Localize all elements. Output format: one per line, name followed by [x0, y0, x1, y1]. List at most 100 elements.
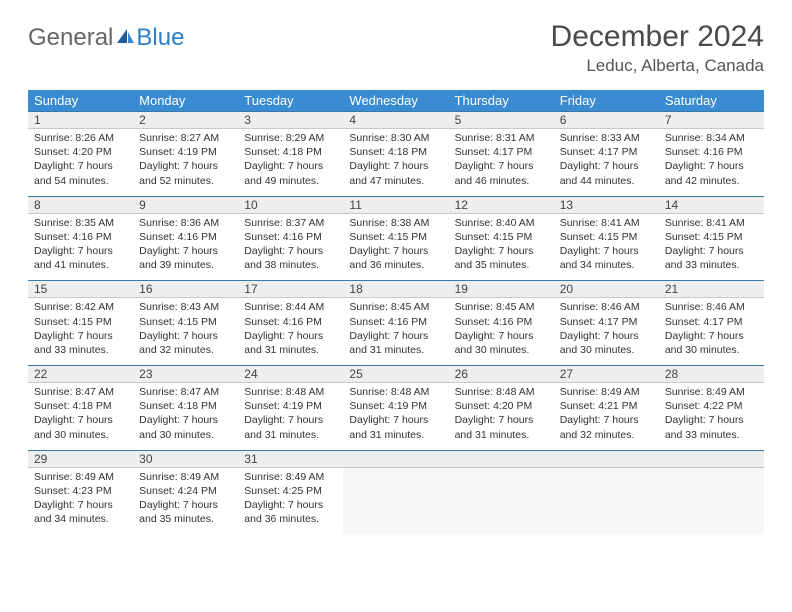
day-number: 10 [238, 196, 343, 213]
day2-text: and 33 minutes. [665, 428, 758, 442]
sunset-text: Sunset: 4:23 PM [34, 484, 127, 498]
daynum-row: 293031 [28, 450, 764, 467]
day-number: 26 [449, 366, 554, 383]
day-cell: Sunrise: 8:47 AMSunset: 4:18 PMDaylight:… [28, 383, 133, 451]
day2-text: and 30 minutes. [455, 343, 548, 357]
day2-text: and 31 minutes. [455, 428, 548, 442]
day-number: 14 [659, 196, 764, 213]
day1-text: Daylight: 7 hours [244, 413, 337, 427]
sunrise-text: Sunrise: 8:41 AM [665, 216, 758, 230]
day-header: Sunday [28, 90, 133, 112]
day1-text: Daylight: 7 hours [139, 413, 232, 427]
sunset-text: Sunset: 4:17 PM [560, 145, 653, 159]
day-number: 5 [449, 112, 554, 129]
brand-logo: General Blue [28, 20, 184, 52]
sunset-text: Sunset: 4:16 PM [349, 315, 442, 329]
day-number: 1 [28, 112, 133, 129]
day1-text: Daylight: 7 hours [34, 413, 127, 427]
day1-text: Daylight: 7 hours [139, 329, 232, 343]
day-number: 19 [449, 281, 554, 298]
day1-text: Daylight: 7 hours [455, 244, 548, 258]
day-number: 29 [28, 450, 133, 467]
sunset-text: Sunset: 4:18 PM [349, 145, 442, 159]
day-cell: Sunrise: 8:45 AMSunset: 4:16 PMDaylight:… [449, 298, 554, 366]
day-number: 28 [659, 366, 764, 383]
sunset-text: Sunset: 4:15 PM [560, 230, 653, 244]
sunset-text: Sunset: 4:16 PM [139, 230, 232, 244]
day-cell: Sunrise: 8:41 AMSunset: 4:15 PMDaylight:… [659, 213, 764, 281]
week-row: Sunrise: 8:42 AMSunset: 4:15 PMDaylight:… [28, 298, 764, 366]
sunset-text: Sunset: 4:17 PM [560, 315, 653, 329]
sunrise-text: Sunrise: 8:47 AM [34, 385, 127, 399]
sunset-text: Sunset: 4:24 PM [139, 484, 232, 498]
day2-text: and 52 minutes. [139, 174, 232, 188]
sunrise-text: Sunrise: 8:48 AM [349, 385, 442, 399]
sunrise-text: Sunrise: 8:49 AM [560, 385, 653, 399]
day2-text: and 30 minutes. [139, 428, 232, 442]
day1-text: Daylight: 7 hours [139, 244, 232, 258]
day2-text: and 32 minutes. [560, 428, 653, 442]
sunset-text: Sunset: 4:15 PM [665, 230, 758, 244]
sunrise-text: Sunrise: 8:35 AM [34, 216, 127, 230]
day2-text: and 46 minutes. [455, 174, 548, 188]
sunrise-text: Sunrise: 8:44 AM [244, 300, 337, 314]
day1-text: Daylight: 7 hours [244, 329, 337, 343]
day-header: Wednesday [343, 90, 448, 112]
sunrise-text: Sunrise: 8:49 AM [34, 470, 127, 484]
sunset-text: Sunset: 4:18 PM [34, 399, 127, 413]
day-cell: Sunrise: 8:48 AMSunset: 4:19 PMDaylight:… [238, 383, 343, 451]
day1-text: Daylight: 7 hours [34, 159, 127, 173]
day1-text: Daylight: 7 hours [139, 498, 232, 512]
day-cell: Sunrise: 8:35 AMSunset: 4:16 PMDaylight:… [28, 213, 133, 281]
sunrise-text: Sunrise: 8:48 AM [455, 385, 548, 399]
day-cell: Sunrise: 8:33 AMSunset: 4:17 PMDaylight:… [554, 129, 659, 197]
sunset-text: Sunset: 4:16 PM [665, 145, 758, 159]
day-number: 25 [343, 366, 448, 383]
day2-text: and 47 minutes. [349, 174, 442, 188]
sunrise-text: Sunrise: 8:41 AM [560, 216, 653, 230]
sunrise-text: Sunrise: 8:30 AM [349, 131, 442, 145]
sunrise-text: Sunrise: 8:46 AM [665, 300, 758, 314]
sunset-text: Sunset: 4:22 PM [665, 399, 758, 413]
day-number: 23 [133, 366, 238, 383]
day-header: Saturday [659, 90, 764, 112]
day-cell: Sunrise: 8:38 AMSunset: 4:15 PMDaylight:… [343, 213, 448, 281]
day1-text: Daylight: 7 hours [244, 498, 337, 512]
sunrise-text: Sunrise: 8:45 AM [455, 300, 548, 314]
sunrise-text: Sunrise: 8:40 AM [455, 216, 548, 230]
sunset-text: Sunset: 4:16 PM [455, 315, 548, 329]
day-cell: Sunrise: 8:30 AMSunset: 4:18 PMDaylight:… [343, 129, 448, 197]
day-number: 7 [659, 112, 764, 129]
day-number [449, 450, 554, 467]
sunset-text: Sunset: 4:15 PM [455, 230, 548, 244]
sunset-text: Sunset: 4:15 PM [349, 230, 442, 244]
day2-text: and 41 minutes. [34, 258, 127, 272]
day1-text: Daylight: 7 hours [139, 159, 232, 173]
day-header-row: Sunday Monday Tuesday Wednesday Thursday… [28, 90, 764, 112]
day-cell: Sunrise: 8:34 AMSunset: 4:16 PMDaylight:… [659, 129, 764, 197]
day-number: 9 [133, 196, 238, 213]
day-cell: Sunrise: 8:46 AMSunset: 4:17 PMDaylight:… [659, 298, 764, 366]
day-cell: Sunrise: 8:41 AMSunset: 4:15 PMDaylight:… [554, 213, 659, 281]
day2-text: and 44 minutes. [560, 174, 653, 188]
day-cell: Sunrise: 8:37 AMSunset: 4:16 PMDaylight:… [238, 213, 343, 281]
brand-word2: Blue [136, 24, 184, 52]
day1-text: Daylight: 7 hours [244, 244, 337, 258]
month-title: December 2024 [551, 20, 764, 54]
day-number: 3 [238, 112, 343, 129]
day-cell [449, 467, 554, 534]
sunset-text: Sunset: 4:16 PM [34, 230, 127, 244]
sunset-text: Sunset: 4:15 PM [34, 315, 127, 329]
sunrise-text: Sunrise: 8:27 AM [139, 131, 232, 145]
day1-text: Daylight: 7 hours [665, 244, 758, 258]
day1-text: Daylight: 7 hours [455, 413, 548, 427]
day-number [554, 450, 659, 467]
day-cell: Sunrise: 8:48 AMSunset: 4:19 PMDaylight:… [343, 383, 448, 451]
brand-word1: General [28, 24, 113, 52]
sunrise-text: Sunrise: 8:47 AM [139, 385, 232, 399]
day2-text: and 39 minutes. [139, 258, 232, 272]
header: General Blue December 2024 Leduc, Albert… [28, 20, 764, 76]
day-header: Tuesday [238, 90, 343, 112]
day1-text: Daylight: 7 hours [560, 413, 653, 427]
day-number: 20 [554, 281, 659, 298]
